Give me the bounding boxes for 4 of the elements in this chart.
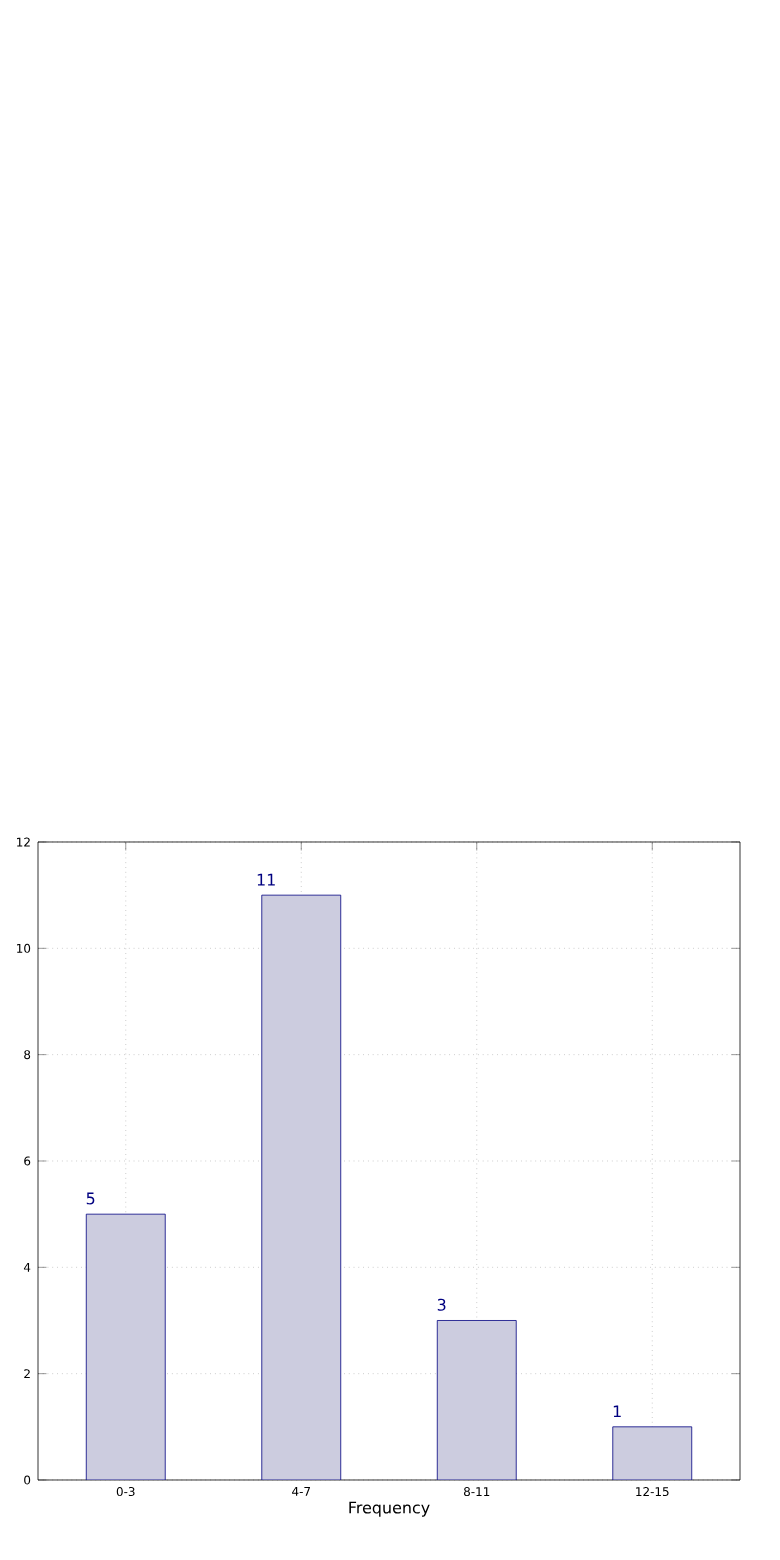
bar [436,1320,517,1480]
bar [261,894,342,1480]
bar [612,1426,693,1480]
bar [85,1213,166,1480]
